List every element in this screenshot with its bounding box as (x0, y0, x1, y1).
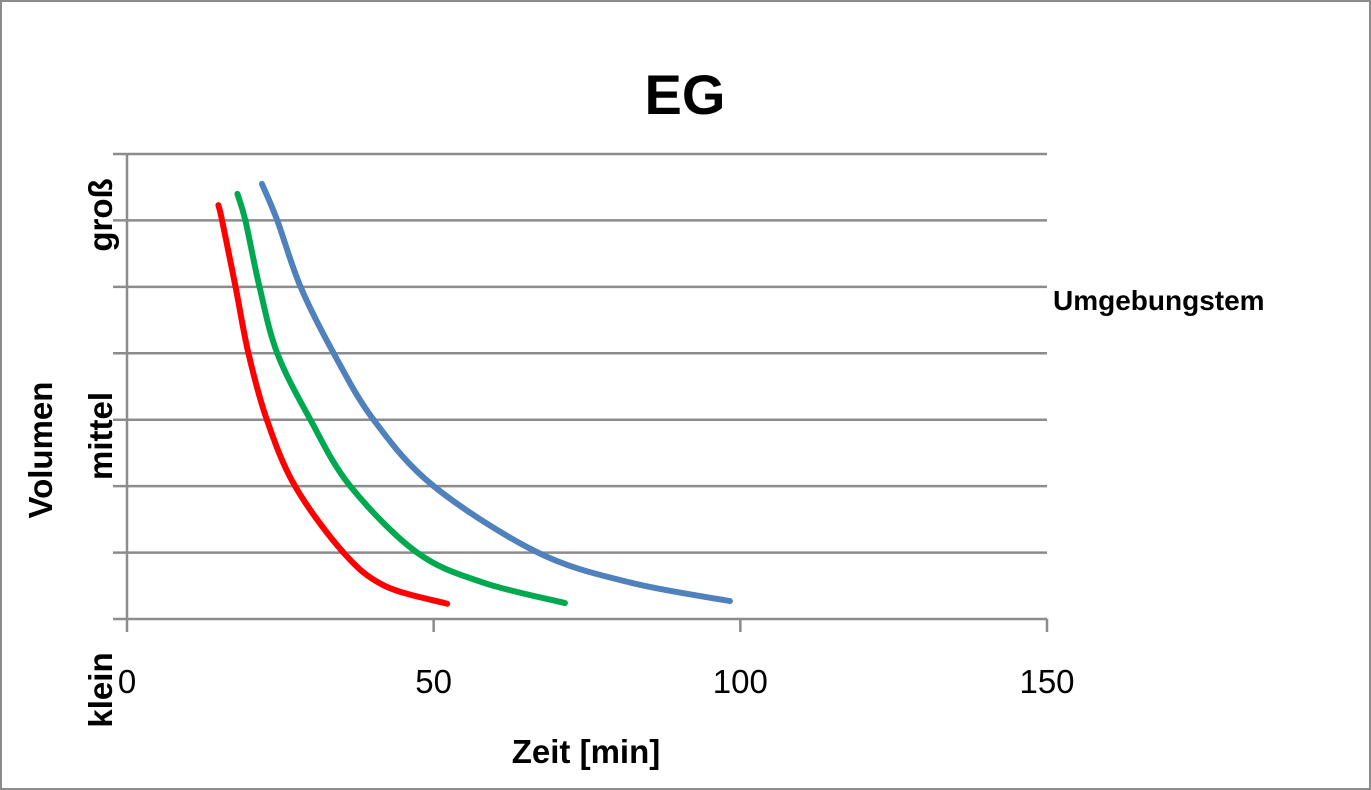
x-tick-label: 150 (1019, 663, 1074, 700)
series-line-red (215, 202, 451, 607)
x-tick-label: 50 (415, 663, 452, 700)
y-label-klein: klein (82, 652, 119, 727)
series-line-green (234, 190, 568, 607)
y-label-gross: groß (82, 178, 119, 251)
series-line-blue (258, 180, 733, 605)
y-label-mittel: mittel (82, 392, 119, 480)
chart-title: EG (645, 63, 726, 126)
series-group (215, 180, 733, 607)
x-tick-labels: 0 50 100 150 (118, 663, 1075, 700)
x-tick-label: 100 (713, 663, 768, 700)
y-axis-title: Volumen (22, 382, 59, 519)
legend-entry: Umgebungstem (1053, 285, 1265, 316)
axes (113, 154, 1049, 632)
gridlines (113, 152, 1047, 554)
x-tick-label: 0 (118, 663, 136, 700)
x-axis-title: Zeit [min] (512, 733, 660, 770)
